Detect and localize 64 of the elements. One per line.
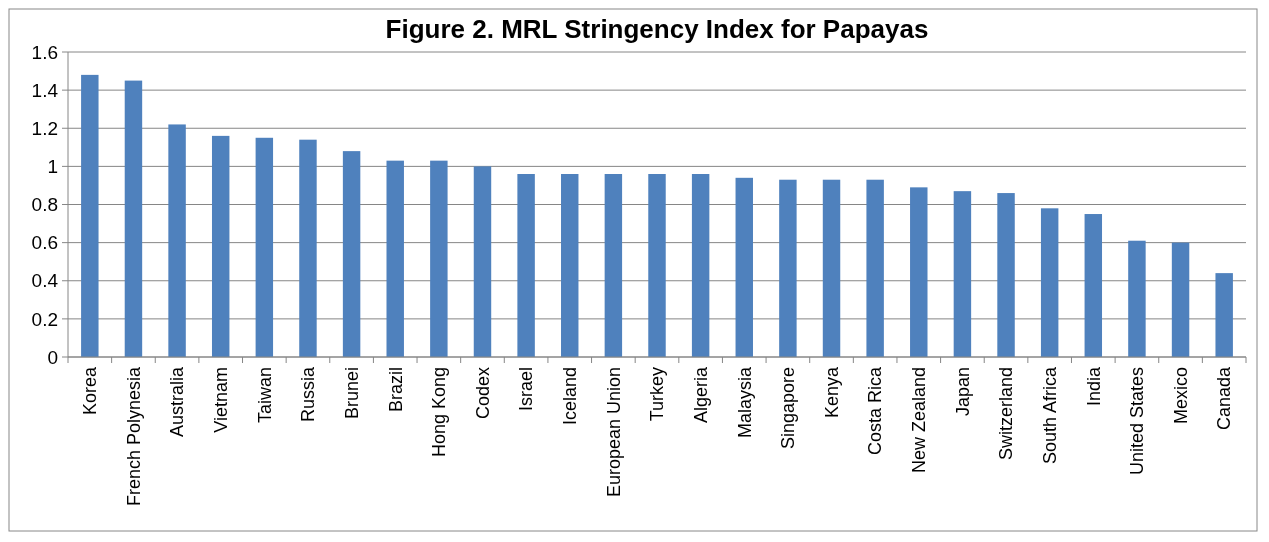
x-tick-label: Canada [1214, 366, 1235, 431]
bar [473, 166, 492, 357]
y-tick-label: 1 [47, 156, 58, 178]
x-tick-label: European Union [603, 367, 624, 498]
bar [691, 174, 710, 357]
bar [779, 179, 797, 357]
bar [255, 137, 274, 357]
bar [1040, 208, 1059, 357]
bar [1128, 240, 1146, 357]
bar [866, 179, 884, 357]
x-tick-label: Australia [167, 366, 188, 438]
x-tick-label: Brunei [341, 367, 362, 420]
x-tick-label: New Zealand [909, 367, 930, 474]
x-tick-label: Hong Kong [429, 367, 450, 458]
bar [517, 174, 535, 357]
x-tick-label: South Africa [1039, 366, 1060, 465]
bar [604, 174, 623, 357]
x-tick-label: Malaysia [734, 366, 755, 439]
y-tick-label: 1.4 [31, 79, 59, 101]
y-tick-label: 0.6 [31, 232, 58, 254]
bar [1215, 273, 1233, 357]
x-tick-label: Codex [472, 367, 493, 420]
x-tick-label: Switzerland [996, 367, 1017, 461]
bar [735, 177, 753, 357]
x-tick-label: Costa Rica [865, 366, 886, 456]
x-tick-label: Taiwan [254, 367, 275, 424]
x-tick-label: United States [1127, 367, 1148, 476]
x-tick-label: French Polynesia [123, 366, 144, 507]
x-tick-label: Israel [516, 367, 537, 412]
chart-title: Figure 2. MRL Stringency Index for Papayas [385, 14, 929, 44]
bar [822, 179, 841, 357]
bar [561, 174, 579, 357]
bar [168, 124, 186, 357]
x-tick-label: Russia [298, 366, 319, 423]
bar [81, 74, 99, 357]
y-tick-label: 1.2 [31, 117, 58, 139]
bar [953, 191, 972, 357]
bar [997, 193, 1015, 357]
x-tick-label: Mexico [1170, 367, 1191, 425]
y-tick-label: 0 [47, 346, 58, 368]
x-tick-label: Korea [80, 366, 101, 416]
y-tick-label: 0.2 [31, 308, 58, 330]
y-tick-label: 0.8 [31, 194, 58, 216]
x-tick-label: Iceland [560, 367, 581, 426]
y-tick-label: 0.4 [31, 270, 59, 292]
x-tick-label: Vietnam [211, 367, 231, 433]
bar [299, 139, 317, 357]
bar [211, 135, 230, 357]
x-tick-label: Kenya [821, 366, 842, 419]
bar [910, 187, 928, 357]
x-tick-label: India [1083, 366, 1104, 407]
bar [648, 174, 666, 357]
x-tick-label: Turkey [647, 367, 668, 422]
bar [124, 80, 143, 357]
x-tick-label: Algeria [690, 366, 711, 424]
bar [386, 160, 404, 357]
bar [1171, 242, 1190, 357]
x-tick-label: Singapore [778, 367, 799, 450]
x-tick-label: Japan [952, 367, 973, 417]
bar [342, 151, 361, 357]
bar [1084, 214, 1103, 357]
y-tick-label: 1.6 [31, 41, 58, 63]
bar [430, 160, 448, 357]
x-tick-label: Brazil [385, 367, 406, 413]
